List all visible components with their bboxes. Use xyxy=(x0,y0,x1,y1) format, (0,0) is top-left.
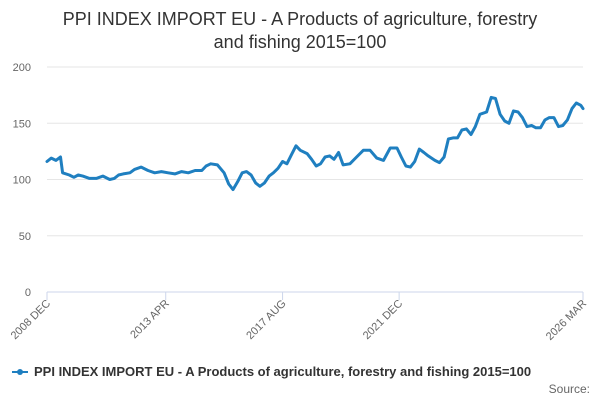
y-axis: 0 50 100 150 200 xyxy=(13,62,31,299)
legend[interactable]: PPI INDEX IMPORT EU - A Products of agri… xyxy=(12,364,531,379)
legend-swatch xyxy=(12,368,28,375)
series-line[interactable] xyxy=(45,95,585,192)
y-tick-label: 200 xyxy=(13,62,31,74)
chart-title-line-1: PPI INDEX IMPORT EU - A Products of agri… xyxy=(62,9,538,29)
chart-title: PPI INDEX IMPORT EU - A Products of agri… xyxy=(0,8,600,54)
y-tick-label: 150 xyxy=(13,118,31,130)
y-tick-label: 0 xyxy=(25,287,31,299)
source-label: Source: xyxy=(548,382,590,396)
y-tick-label: 100 xyxy=(13,175,31,187)
x-tick-label: 2013 APR xyxy=(128,298,172,342)
series-layer xyxy=(45,95,585,192)
x-axis: 2008 DEC 2013 APR 2017 AUG 2021 DEC 2026 MAR xyxy=(9,292,589,343)
legend-label: PPI INDEX IMPORT EU - A Products of agri… xyxy=(34,364,532,379)
x-tick-label: 2008 DEC xyxy=(9,298,53,342)
line-chart: 0 50 100 150 200 2008 DEC 2013 APR 2017 AUG 202… xyxy=(9,62,589,343)
gridlines xyxy=(47,66,583,293)
x-tick-label: 2017 AUG xyxy=(244,298,288,342)
y-tick-label: 50 xyxy=(19,231,31,243)
x-tick-label: 2021 DEC xyxy=(361,298,405,342)
x-tick-label: 2026 MAR xyxy=(544,298,589,343)
chart-title-line-2: and fishing 2015=100 xyxy=(213,32,387,52)
